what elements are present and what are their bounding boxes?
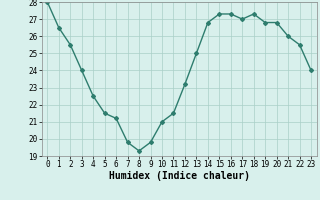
X-axis label: Humidex (Indice chaleur): Humidex (Indice chaleur) <box>109 171 250 181</box>
